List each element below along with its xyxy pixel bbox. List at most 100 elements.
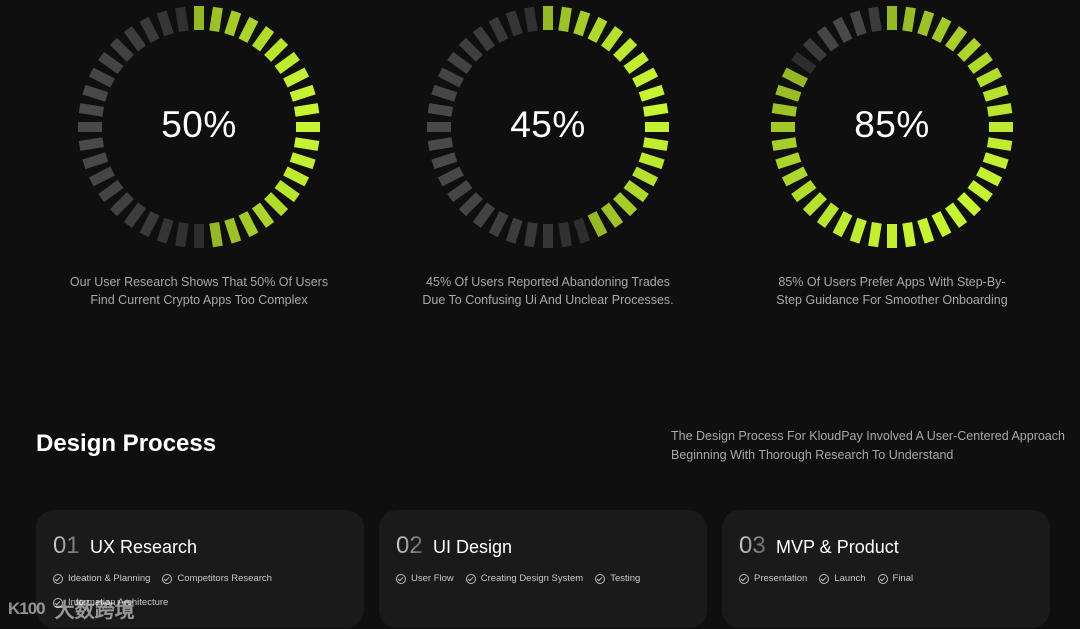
ring-segment bbox=[156, 10, 174, 37]
ring-segment bbox=[816, 202, 840, 228]
ring-segment bbox=[957, 192, 982, 217]
watermark: K100 大数跨境 bbox=[8, 594, 135, 623]
progress-ring-1: 50% bbox=[69, 0, 329, 260]
ring-segment bbox=[472, 202, 496, 228]
watermark-logo-icon: K100 bbox=[8, 598, 46, 618]
card-bullet-list: Presentation Launch Final bbox=[739, 571, 1039, 586]
list-item-label: Presentation bbox=[754, 573, 808, 584]
ring-segment bbox=[274, 179, 300, 203]
stat-caption-3: 85% Of Users Prefer Apps With Step-By- S… bbox=[722, 273, 1062, 309]
ring-segment bbox=[902, 222, 916, 248]
ring-segment bbox=[524, 222, 538, 248]
ring-segment bbox=[781, 166, 808, 187]
check-circle-icon bbox=[53, 573, 63, 584]
ring-segment bbox=[458, 192, 483, 217]
ring-segment bbox=[643, 137, 669, 151]
progress-ring-2-svg bbox=[427, 6, 669, 248]
stat-caption-2: 45% Of Users Reported Abandoning Trades … bbox=[378, 273, 718, 309]
ring-segment bbox=[849, 10, 867, 37]
stat-caption-1-line2: Find Current Crypto Apps Too Complex bbox=[90, 293, 308, 307]
ring-segment bbox=[78, 103, 104, 117]
ring-segment bbox=[558, 222, 572, 248]
stat-percentage-1: 50% bbox=[161, 104, 237, 145]
ring-segment bbox=[632, 67, 659, 88]
list-item: Testing bbox=[595, 571, 640, 586]
check-circle-icon bbox=[595, 573, 606, 584]
stat-caption-1: Our User Research Shows That 50% Of User… bbox=[29, 273, 369, 309]
ring-segment bbox=[957, 37, 982, 62]
ring-segment bbox=[289, 152, 316, 170]
ring-segment bbox=[944, 26, 968, 52]
ring-segment bbox=[982, 152, 1009, 170]
ring-segment bbox=[175, 222, 189, 248]
ring-segment bbox=[816, 26, 840, 52]
ring-segment bbox=[931, 211, 952, 238]
ring-segment bbox=[613, 37, 638, 62]
stat-caption-3-line1: 85% Of Users Prefer Apps With Step-By- bbox=[778, 275, 1006, 289]
process-card-ux-research[interactable]: 01 UX Research Ideation & Planning Compe… bbox=[36, 510, 364, 628]
ring-segment bbox=[139, 211, 160, 238]
ring-segment bbox=[427, 103, 453, 117]
ring-segment bbox=[976, 67, 1003, 88]
ring-segment bbox=[156, 217, 174, 244]
stat-caption-2-line1: 45% Of Users Reported Abandoning Trades bbox=[426, 275, 670, 289]
card-title: UI Design bbox=[433, 537, 513, 557]
ring-segment bbox=[458, 37, 483, 62]
ring-segment bbox=[109, 192, 134, 217]
ring-segment bbox=[791, 51, 817, 75]
ring-segment bbox=[868, 222, 882, 248]
ring-segment bbox=[573, 10, 591, 37]
ring-segment bbox=[505, 10, 523, 37]
ring-segment bbox=[251, 26, 275, 52]
stat-percentage-2: 45% bbox=[510, 104, 586, 145]
ring-segment bbox=[558, 6, 572, 32]
ring-segment bbox=[868, 6, 882, 32]
ring-segment bbox=[82, 152, 109, 170]
stat-block-2: 45% 45% Of Users Reported Abandoning Tra… bbox=[378, 0, 718, 309]
ring-segment bbox=[832, 211, 853, 238]
ring-segment bbox=[488, 211, 509, 238]
ring-segment bbox=[472, 26, 496, 52]
ring-segment bbox=[123, 26, 147, 52]
check-circle-icon bbox=[396, 573, 406, 584]
ring-segment bbox=[982, 84, 1009, 102]
progress-ring-3: 85% bbox=[762, 0, 1022, 260]
check-circle-icon bbox=[739, 573, 749, 584]
process-card-ui-design[interactable]: 02 UI Design User Flow Creating Design S… bbox=[379, 510, 707, 628]
ring-segment bbox=[775, 152, 802, 170]
ring-segment bbox=[238, 16, 259, 43]
ring-segment bbox=[447, 179, 473, 203]
stat-percentage-3: 85% bbox=[854, 104, 930, 145]
stat-caption-1-line1: Our User Research Shows That 50% Of User… bbox=[69, 275, 329, 289]
ring-segment bbox=[524, 6, 538, 32]
card-number: 02 bbox=[396, 532, 433, 560]
ring-segment bbox=[987, 137, 1013, 151]
ring-segment bbox=[600, 202, 624, 228]
list-item: Competitors Research bbox=[162, 571, 272, 586]
section-description-line2: Beginning With Thorough Research To Unde… bbox=[671, 447, 954, 462]
process-card-mvp-product[interactable]: 03 MVP & Product Presentation Launch Fin… bbox=[722, 510, 1050, 628]
ring-segment bbox=[967, 179, 993, 203]
card-header: 01 UX Research bbox=[53, 532, 197, 560]
ring-segment bbox=[931, 16, 952, 43]
ring-segment bbox=[638, 84, 665, 102]
ring-segment bbox=[209, 6, 223, 32]
list-item-label: Final bbox=[892, 573, 914, 584]
progress-ring-2: 45% bbox=[418, 0, 678, 260]
list-item-label: Launch bbox=[834, 573, 866, 584]
ring-segment bbox=[294, 137, 320, 151]
ring-segment bbox=[224, 10, 242, 37]
card-bullet-list: Ideation & Planning Competitors Research… bbox=[53, 571, 353, 610]
list-item-label: User Flow bbox=[411, 573, 454, 584]
card-title: MVP & Product bbox=[776, 537, 899, 557]
ring-segment bbox=[431, 152, 458, 170]
ring-segment bbox=[613, 192, 638, 217]
ring-segment bbox=[289, 84, 316, 102]
ring-segment bbox=[771, 103, 797, 117]
list-item: Launch bbox=[819, 571, 866, 586]
ring-segment bbox=[437, 166, 464, 187]
ring-segment bbox=[771, 137, 797, 151]
ring-segment bbox=[488, 16, 509, 43]
check-circle-icon bbox=[877, 573, 888, 584]
ring-segment bbox=[427, 137, 453, 151]
